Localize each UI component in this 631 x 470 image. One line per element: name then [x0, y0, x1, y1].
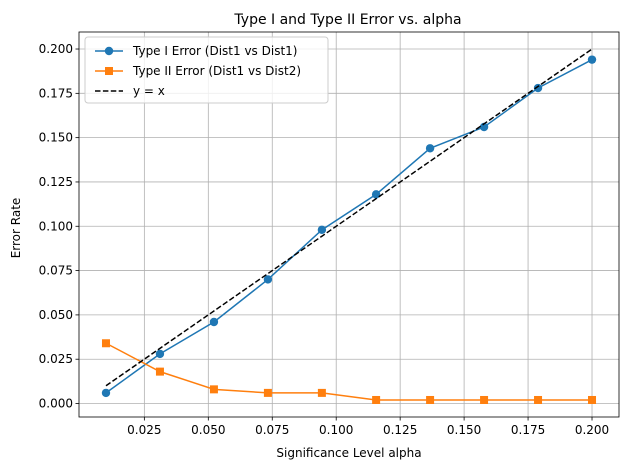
series-line-1	[105, 58, 593, 394]
y-tick-label: 0.025	[39, 352, 73, 366]
series-layer	[101, 48, 597, 404]
data-point	[371, 190, 381, 199]
data-point	[155, 367, 164, 376]
y-tick-label: 0.125	[39, 175, 73, 189]
y-tick-label: 0.100	[39, 219, 73, 233]
data-point	[317, 388, 326, 397]
data-point	[534, 395, 543, 404]
data-point	[426, 395, 435, 404]
data-point	[425, 144, 435, 153]
x-tick-label: 0.150	[447, 423, 481, 437]
data-point	[209, 317, 219, 327]
data-point	[372, 395, 381, 404]
data-point	[155, 349, 165, 359]
series-line-2	[105, 342, 593, 401]
data-point	[263, 275, 273, 284]
y-axis-label: Error Rate	[9, 198, 23, 259]
x-tick-label: 0.175	[511, 423, 545, 437]
x-tick-label: 0.100	[319, 423, 353, 437]
plot-frame	[78, 31, 620, 418]
legend-marker	[104, 46, 114, 56]
data-point	[479, 122, 489, 132]
legend-label: Type I Error (Dist1 vs Dist1)	[132, 44, 297, 58]
legend-label: Type II Error (Dist1 vs Dist2)	[132, 64, 301, 78]
data-point	[209, 385, 218, 394]
legend-marker	[105, 67, 113, 75]
x-tick-label: 0.200	[575, 423, 609, 437]
grid	[79, 32, 619, 417]
chart-title: Type I and Type II Error vs. alpha	[233, 12, 461, 28]
data-point	[480, 395, 489, 404]
axis-ticks: 0.025 0.050 0.075 0.100 0.125 0.150 0.175 0.200…	[39, 42, 610, 437]
y-tick-label: 0.150	[39, 131, 73, 145]
x-axis-label: Significance Level alpha	[276, 446, 421, 460]
y-tick-label: 0.050	[39, 308, 73, 322]
x-tick-label: 0.050	[191, 423, 225, 437]
y-tick-label: 0.200	[39, 42, 73, 56]
y-tick-label: 0.075	[39, 264, 73, 278]
y-tick-label: 0.000	[39, 397, 73, 411]
legend-box	[84, 36, 329, 104]
x-tick-label: 0.125	[383, 423, 417, 437]
data-point	[587, 55, 597, 64]
data-point	[588, 395, 597, 404]
data-point	[263, 388, 272, 397]
legend-label: y = x	[133, 84, 165, 98]
legend: Type I Error (Dist1 vs Dist1) Type II Err…	[84, 36, 329, 104]
series-line-3	[105, 48, 593, 387]
data-point	[101, 388, 111, 398]
data-point	[317, 225, 327, 235]
data-point	[533, 83, 543, 93]
x-tick-label: 0.025	[127, 423, 161, 437]
y-tick-label: 0.175	[39, 86, 73, 100]
x-tick-label: 0.075	[255, 423, 289, 437]
data-point	[101, 339, 110, 348]
